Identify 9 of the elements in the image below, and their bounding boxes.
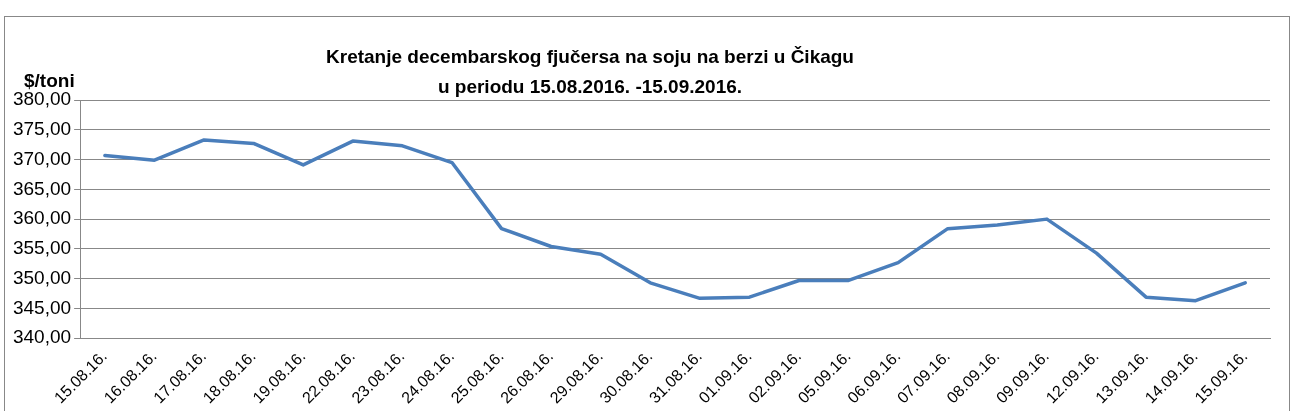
- y-tick-label: 340,00: [12, 326, 72, 348]
- y-tick-label: 370,00: [12, 147, 72, 169]
- y-tick-label: 365,00: [12, 177, 72, 199]
- y-tick-label: 355,00: [12, 237, 72, 259]
- chart-title: Kretanje decembarskog fjučersa na soju na berzi u Čikagu u periodu 15.08.2016. -15.09.2016.: [326, 46, 854, 98]
- y-tick-label: 375,00: [12, 118, 72, 140]
- y-tick-label: 360,00: [12, 207, 72, 229]
- y-tick-label: 350,00: [12, 266, 72, 288]
- y-tick-label: 345,00: [12, 296, 72, 318]
